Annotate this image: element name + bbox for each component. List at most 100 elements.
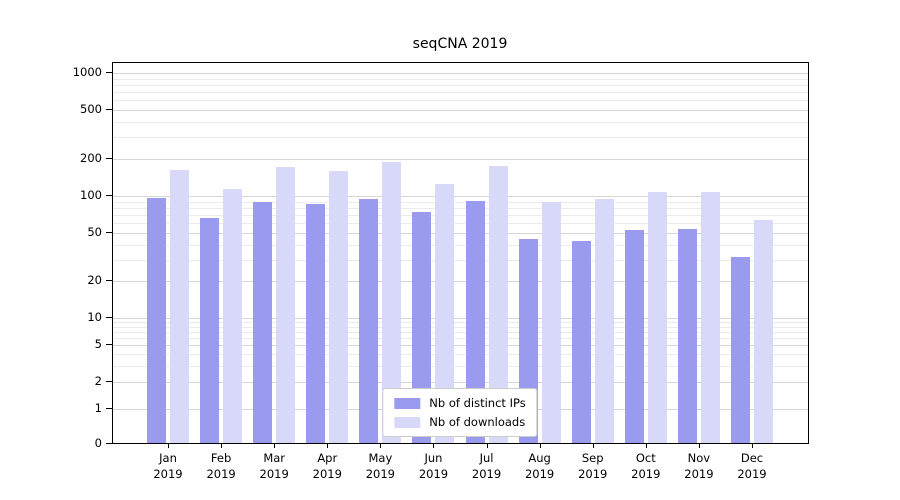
x-tick-label-mar: Mar 2019 bbox=[244, 450, 304, 482]
y-tick-mark-1 bbox=[106, 408, 112, 409]
major-gridline-50 bbox=[113, 232, 808, 234]
x-tick-label-dec: Dec 2019 bbox=[722, 450, 782, 482]
y-tick-label-20: 20 bbox=[87, 273, 102, 288]
chart-title: seqCNA 2019 bbox=[412, 36, 508, 52]
x-tick-month: Apr bbox=[317, 451, 338, 465]
bar-distinct-ips-oct bbox=[624, 229, 644, 443]
minor-gridline-90 bbox=[113, 201, 808, 203]
x-tick-mark-mar bbox=[274, 444, 276, 448]
x-tick-mark-jan bbox=[168, 444, 169, 448]
major-gridline-100 bbox=[113, 196, 808, 197]
legend-swatch-downloads bbox=[394, 416, 421, 428]
x-tick-mark-may bbox=[380, 444, 382, 448]
minor-gridline-300 bbox=[113, 137, 808, 139]
y-tick-mark-200 bbox=[106, 157, 112, 159]
bar-downloads-nov bbox=[700, 191, 720, 443]
x-tick-label-sep: Sep 2019 bbox=[563, 450, 623, 482]
bar-downloads-jan bbox=[170, 169, 189, 443]
minor-gridline-30 bbox=[113, 259, 808, 261]
minor-gridline-40 bbox=[113, 244, 808, 246]
bar-downloads-apr bbox=[329, 170, 349, 443]
bar-downloads-jul bbox=[488, 166, 508, 443]
bar-downloads-may bbox=[382, 162, 402, 443]
major-gridline-1000 bbox=[113, 73, 808, 74]
minor-gridline-800 bbox=[113, 84, 808, 86]
bar-downloads-dec bbox=[754, 220, 773, 443]
y-tick-label-100: 100 bbox=[80, 188, 102, 202]
x-tick-year: 2019 bbox=[312, 467, 342, 481]
legend-item-distinct-ips: Nb of distinct IPs bbox=[394, 396, 526, 410]
x-tick-mark-dec bbox=[752, 444, 753, 448]
legend-label-downloads: Nb of downloads bbox=[429, 415, 526, 429]
x-tick-year: 2019 bbox=[259, 467, 289, 481]
minor-gridline-70 bbox=[113, 214, 808, 216]
x-tick-month: Aug bbox=[528, 451, 551, 465]
x-tick-month: Feb bbox=[210, 451, 232, 465]
x-tick-mark-nov bbox=[698, 444, 700, 448]
bar-distinct-ips-jun bbox=[412, 212, 432, 443]
bar-distinct-ips-jul bbox=[465, 200, 485, 443]
y-tick-mark-50 bbox=[106, 231, 112, 233]
y-tick-mark-10 bbox=[106, 317, 112, 318]
minor-gridline-600 bbox=[113, 100, 808, 102]
x-tick-label-nov: Nov 2019 bbox=[669, 450, 729, 482]
plot-area bbox=[112, 62, 809, 444]
x-tick-year: 2019 bbox=[578, 467, 608, 481]
bar-downloads-mar bbox=[276, 167, 296, 443]
x-tick-mark-feb bbox=[221, 444, 223, 448]
bar-distinct-ips-feb bbox=[200, 217, 220, 443]
bar-distinct-ips-mar bbox=[253, 201, 273, 443]
x-tick-year: 2019 bbox=[471, 467, 502, 481]
major-gridline-200 bbox=[113, 158, 808, 160]
y-tick-label-10: 10 bbox=[87, 310, 102, 324]
x-tick-month: Nov bbox=[687, 451, 711, 465]
x-tick-year: 2019 bbox=[365, 467, 395, 481]
x-tick-mark-apr bbox=[327, 444, 329, 448]
bar-distinct-ips-may bbox=[359, 199, 379, 443]
bar-distinct-ips-dec bbox=[731, 257, 750, 443]
minor-gridline-7 bbox=[113, 332, 808, 334]
x-tick-year: 2019 bbox=[737, 467, 767, 481]
minor-gridline-3 bbox=[113, 365, 808, 367]
y-tick-mark-500 bbox=[106, 109, 112, 111]
legend: Nb of distinct IPs Nb of downloads bbox=[382, 388, 538, 437]
x-tick-year: 2019 bbox=[206, 467, 236, 481]
x-tick-label-jan: Jan 2019 bbox=[138, 450, 198, 482]
x-tick-month: Jan bbox=[159, 451, 177, 465]
x-tick-label-jul: Jul 2019 bbox=[457, 450, 517, 482]
y-tick-label-200: 200 bbox=[80, 150, 102, 165]
minor-gridline-60 bbox=[113, 223, 808, 225]
x-tick-month: Jun bbox=[424, 451, 443, 465]
y-tick-label-50: 50 bbox=[87, 224, 102, 239]
major-gridline-20 bbox=[113, 281, 808, 283]
major-gridline-5 bbox=[113, 345, 808, 347]
y-tick-mark-0 bbox=[106, 443, 112, 444]
x-tick-year: 2019 bbox=[153, 467, 183, 481]
x-tick-label-feb: Feb 2019 bbox=[191, 450, 251, 482]
x-tick-month: May bbox=[368, 451, 393, 465]
y-tick-label-1000: 1000 bbox=[72, 65, 102, 79]
legend-label-distinct-ips: Nb of distinct IPs bbox=[429, 396, 526, 410]
x-tick-mark-sep bbox=[592, 444, 594, 448]
minor-gridline-6 bbox=[113, 338, 808, 340]
major-gridline-500 bbox=[113, 110, 808, 112]
minor-gridline-80 bbox=[113, 207, 808, 209]
y-tick-label-0: 0 bbox=[94, 436, 102, 450]
x-tick-mark-aug bbox=[539, 444, 541, 448]
bar-distinct-ips-sep bbox=[571, 240, 591, 443]
bar-downloads-jun bbox=[435, 184, 455, 443]
bar-distinct-ips-apr bbox=[306, 203, 326, 443]
minor-gridline-400 bbox=[113, 121, 808, 123]
bar-downloads-oct bbox=[647, 192, 667, 443]
y-tick-label-500: 500 bbox=[80, 102, 102, 117]
bar-downloads-feb bbox=[223, 188, 243, 443]
x-tick-mark-jul bbox=[486, 444, 488, 448]
major-gridline-2 bbox=[113, 381, 808, 383]
x-tick-label-apr: Apr 2019 bbox=[297, 450, 357, 482]
x-tick-month: Dec bbox=[740, 451, 764, 465]
y-tick-mark-2 bbox=[106, 380, 112, 382]
x-tick-label-aug: Aug 2019 bbox=[510, 450, 570, 482]
minor-gridline-700 bbox=[113, 92, 808, 94]
x-tick-label-jun: Jun 2019 bbox=[403, 450, 463, 482]
minor-gridline-900 bbox=[113, 78, 808, 80]
